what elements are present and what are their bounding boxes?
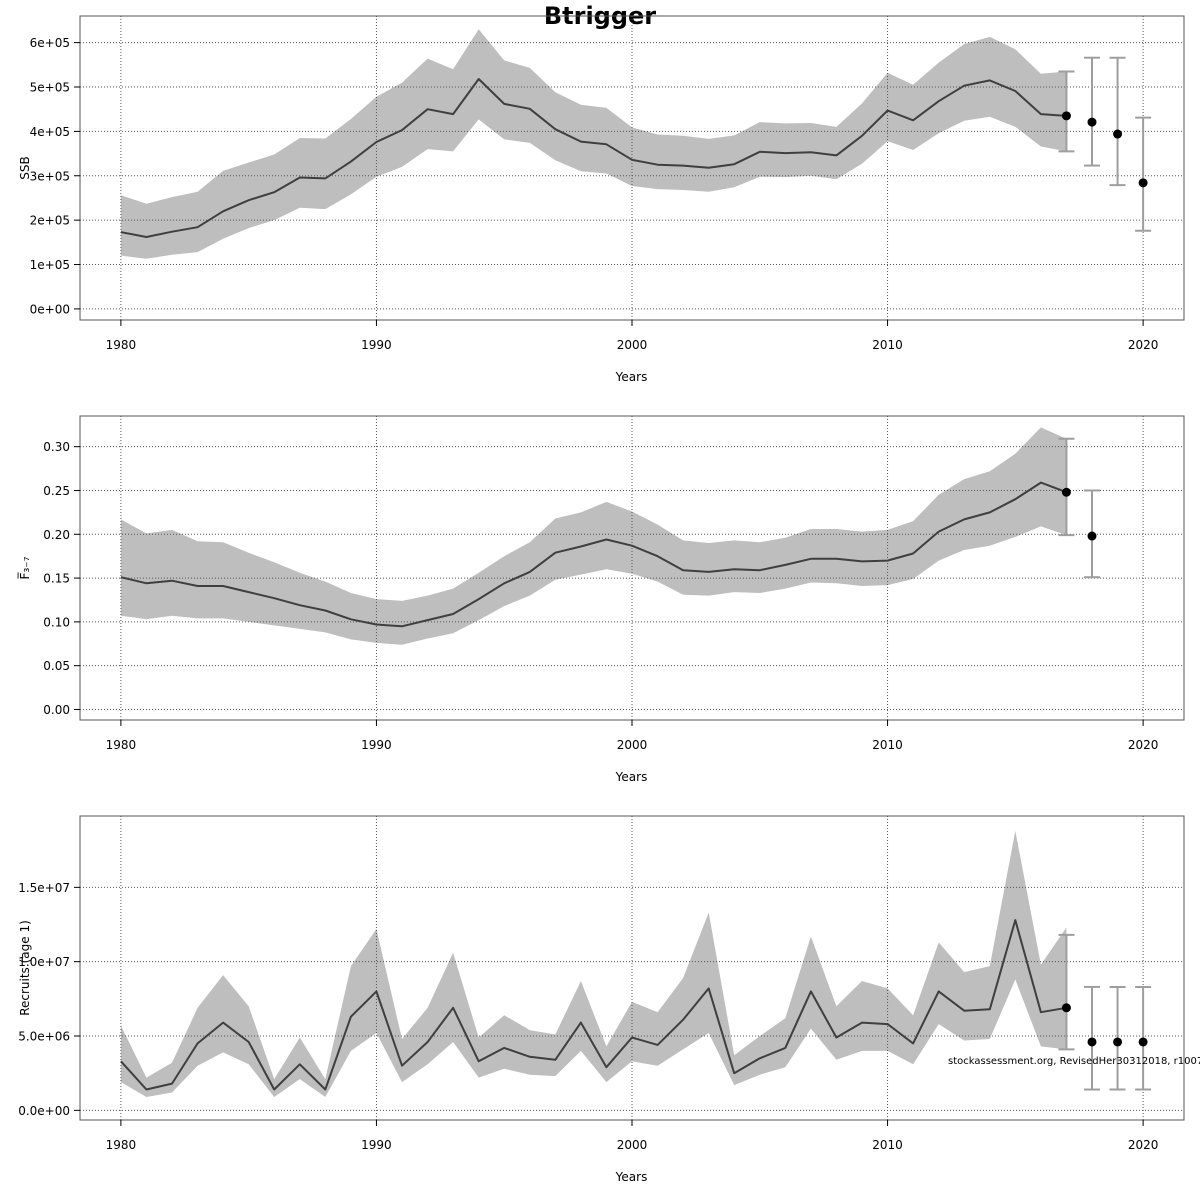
recruits-x-tick-label: 2000 xyxy=(617,1138,648,1152)
ssb-x-tick-label: 2000 xyxy=(617,338,648,352)
panel-recruits: 1980 1990 2000 2010 2020 0.0e+00 5.0e+06 1.0e+0… xyxy=(18,815,1185,1184)
recruits-forecast-point xyxy=(1061,1003,1071,1013)
recruits-forecast-point xyxy=(1087,1037,1097,1047)
fbar-y-tick-label: 0.20 xyxy=(43,528,70,542)
ssb-forecast-point xyxy=(1087,117,1097,127)
fbar-estimate-line xyxy=(120,481,1067,628)
fbar-x-tick-label: 1990 xyxy=(361,738,392,752)
fbar-x-tick-label: 1980 xyxy=(106,738,137,752)
recruits-x-tick-label: 1980 xyxy=(106,1138,137,1152)
recruits-x-tick-label: 2010 xyxy=(872,1138,903,1152)
recruits-y-axis-label: Recruits (age 1) xyxy=(18,920,32,1016)
ssb-y-tick-label: 3e+05 xyxy=(30,169,70,183)
fbar-x-axis-label: Years xyxy=(615,770,648,784)
ssb-forecast-point xyxy=(1138,178,1148,188)
ssb-y-tick-label: 2e+05 xyxy=(30,214,70,228)
fbar-y-tick-label: 0.30 xyxy=(43,440,70,454)
recruits-x-axis-label: Years xyxy=(615,1170,648,1184)
fbar-y-tick-label: 0.00 xyxy=(43,703,70,717)
recruits-y-tick-label: 5.0e+06 xyxy=(18,1030,70,1044)
fbar-confidence-band xyxy=(120,427,1067,645)
credit-text: stockassessment.org, RevisedHer30312018,… xyxy=(948,1056,1200,1067)
recruits-y-tick-label: 1.5e+07 xyxy=(18,881,70,895)
fbar-y-tick-label: 0.10 xyxy=(43,615,70,629)
fbar-x-tick-label: 2020 xyxy=(1128,738,1159,752)
fbar-forecast-point xyxy=(1061,487,1071,497)
fbar-y-axis-label: F̅₃₋₇ xyxy=(17,556,32,579)
recruits-y-tick-label: 0.0e+00 xyxy=(18,1104,70,1118)
ssb-y-axis-label: SSB xyxy=(18,156,32,179)
recruits-x-tick-label: 1990 xyxy=(361,1138,392,1152)
panel-ssb: 1980 1990 2000 2010 2020 0e+00 1e+05 2e+05 3e+05… xyxy=(18,15,1185,384)
ssb-y-tick-label: 0e+00 xyxy=(30,302,70,316)
ssb-confidence-band xyxy=(120,29,1067,259)
recruits-forecast-point xyxy=(1113,1037,1123,1047)
fbar-x-tick-label: 2000 xyxy=(617,738,648,752)
recruits-confidence-band xyxy=(120,830,1067,1097)
ssb-forecast-point xyxy=(1113,129,1123,139)
panel-fbar: 1980 1990 2000 2010 2020 0.00 0.05 0.10 0.15 0.20… xyxy=(17,415,1185,784)
fbar-y-tick-label: 0.05 xyxy=(43,659,70,673)
ssb-x-tick-label: 2020 xyxy=(1128,338,1159,352)
ssb-y-tick-label: 5e+05 xyxy=(30,81,70,95)
fbar-y-tick-label: 0.15 xyxy=(43,572,70,586)
ssb-forecast-point xyxy=(1061,111,1071,121)
ssb-x-axis-label: Years xyxy=(615,370,648,384)
ssb-x-tick-label: 1990 xyxy=(361,338,392,352)
ssb-y-tick-label: 6e+05 xyxy=(30,36,70,50)
ssb-x-tick-label: 2010 xyxy=(872,338,903,352)
fbar-forecast-point xyxy=(1087,531,1097,541)
ssb-estimate-line xyxy=(120,78,1067,238)
recruits-x-tick-label: 2020 xyxy=(1128,1138,1159,1152)
ssb-y-tick-label: 1e+05 xyxy=(30,258,70,272)
fbar-y-tick-label: 0.25 xyxy=(43,484,70,498)
chart-panels: 1980 1990 2000 2010 2020 0e+00 1e+05 2e+05 3e+05… xyxy=(17,15,1185,1184)
ssb-y-tick-label: 4e+05 xyxy=(30,125,70,139)
fbar-x-tick-label: 2010 xyxy=(872,738,903,752)
ssb-x-tick-label: 1980 xyxy=(106,338,137,352)
recruits-forecast-point xyxy=(1138,1037,1148,1047)
recruits-estimate-line xyxy=(120,919,1067,1091)
recruits-y-tick-label: 1.0e+07 xyxy=(18,955,70,969)
